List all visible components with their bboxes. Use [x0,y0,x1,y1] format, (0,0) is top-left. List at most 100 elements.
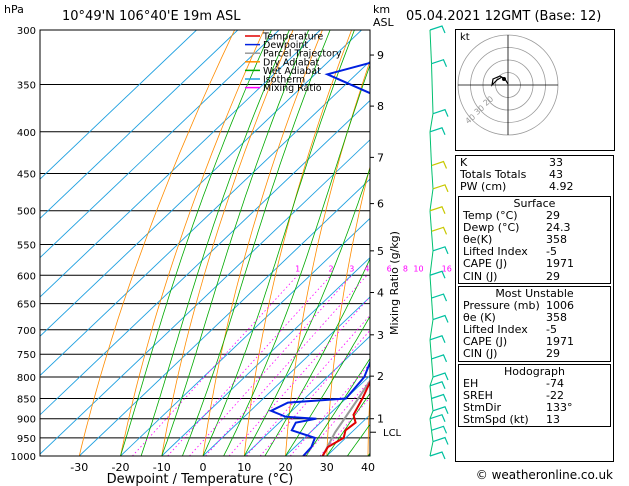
surface-section: Surface Temp (°C) 29 Dewp (°C) 24.3 θe(K) 358… [458,195,611,284]
indices-row: PW (cm) 4.92 [456,181,613,193]
mixing-ratio-label: 10 [413,264,423,273]
wind-barb-icon [429,381,446,390]
pressure-unit: hPa [4,3,24,16]
wind-barb-icon [431,393,448,402]
wet-adiabat-line [305,357,370,456]
isotherm-line [40,99,370,416]
hodograph_table-row: StmDir 133° [459,401,610,414]
mixing-ratio-label: 1 [295,264,300,273]
hodograph-title: Hodograph [504,364,565,378]
wind-profile-line [431,298,434,320]
mixing-ratio-line [319,396,370,456]
hodograph_table-label: SREH [463,388,493,402]
wind-profile-line [431,63,434,114]
most-unstable-section: Most Unstable Pressure (mb) 1006 θe (K) 358… [458,285,611,362]
credit: © weatheronline.co.uk [475,468,613,482]
isotherm-line [40,30,197,180]
isotherm-line [40,60,370,377]
temperature-tick-label: -20 [112,461,130,474]
indices-value: 4.92 [549,180,574,194]
wind-profile-line [431,231,434,251]
most_unstable-row: CIN (J) 29 [459,348,610,360]
temperature-tick-label: -10 [153,461,171,474]
most_unstable-row: Pressure (mb) 1006 [459,299,610,312]
wind-profile-line [431,358,434,378]
wind-barb-icon [432,372,449,381]
km-tick-label: 4 [377,287,384,300]
isotherm-line [243,335,370,456]
pressure-tick-label: 350 [17,81,36,92]
wet-adiabat-line [285,315,370,456]
isotherm-line [202,296,370,456]
temperature-tick-label: 10 [237,461,251,474]
wind-barb-icon [429,413,446,422]
surface-label: Dewp (°C) [463,220,520,234]
location-title: 10°49'N 106°40'E 19m ASL [62,9,241,24]
isotherm-line [78,178,370,456]
most_unstable-label: CAPE (J) [463,335,508,349]
pressure-tick-label: 900 [17,415,36,426]
wind-profile-line [429,441,434,457]
hodograph_table-value: -74 [546,376,564,390]
surface-value: 358 [546,232,567,246]
wind-profile-line [429,418,432,431]
most-unstable-title: Most Unstable [495,286,574,300]
mixing-ratio-line [189,275,353,456]
mixing-ratio-label: 4 [364,264,369,273]
indices-value: 33 [549,156,563,169]
pressure-tick-label: 650 [17,300,36,311]
most_unstable-value: 358 [546,310,567,324]
surface-row: Dewp (°C) 24.3 [459,220,610,234]
surface-value: -5 [546,245,557,259]
hodograph_table-value: 133° [546,401,573,414]
most_unstable-label: θe (K) [463,310,496,324]
mixing-ratio-line [205,275,368,456]
indices-row: Totals Totals 43 [456,168,613,181]
dewpoint-line [268,61,370,456]
pressure-tick-label: 500 [17,207,36,218]
pressure-tick-label: 400 [17,128,36,139]
most_unstable-value: 1971 [546,335,574,349]
temperature-line [321,379,370,456]
wind-profile-line [429,113,434,132]
wind-barb-icon [431,293,448,302]
indices-table: K 33 Totals Totals 43 PW (cm) 4.92 Surface Te… [455,155,614,462]
wind-barb-icon [431,226,448,235]
surface-label: θe(K) [463,232,493,246]
wind-profile-line [431,430,434,442]
wind-profile-line [429,275,432,299]
dry-adiabat-line [202,30,323,456]
wind-barb-icon [431,58,448,67]
temperature-tick-label: 0 [200,461,207,474]
isotherm-line [40,30,280,259]
wind-barb-icon [429,206,446,214]
most_unstable-value: -5 [546,323,557,337]
pressure-tick-label: 550 [17,240,36,251]
wind-barb-icon [429,270,446,279]
most_unstable-label: Lifted Index [463,323,528,337]
wind-barb-icon [432,184,449,193]
km-tick-label: 1 [377,413,384,426]
dry-adiabat-line [367,387,370,456]
isotherm-line [40,30,362,337]
wind-barb-icon [431,425,448,434]
dry-adiabat-line [120,30,265,456]
hodograph-section: Hodograph EH -74 SREH -22 StmDir 133° StmSpd (… [458,363,611,428]
wind-profile-line [429,376,434,386]
hodograph_table-row: EH -74 [459,376,610,390]
temperature-tick-label: 30 [320,461,334,474]
surface-value: 1971 [546,257,574,271]
surface-value: 29 [546,208,560,222]
wet-adiabat-line [243,166,370,456]
surface-title: Surface [513,196,556,210]
dry-adiabat-line [161,30,294,456]
surface-label: CIN (J) [463,269,498,283]
most_unstable-row: CAPE (J) 1971 [459,336,610,348]
km-tick-label: 9 [377,49,384,62]
storm-motion-icon [502,77,506,81]
legend-entry: Mixing Ratio [263,83,322,94]
most_unstable-label: CIN (J) [463,347,498,361]
most_unstable-value: 29 [546,347,560,361]
